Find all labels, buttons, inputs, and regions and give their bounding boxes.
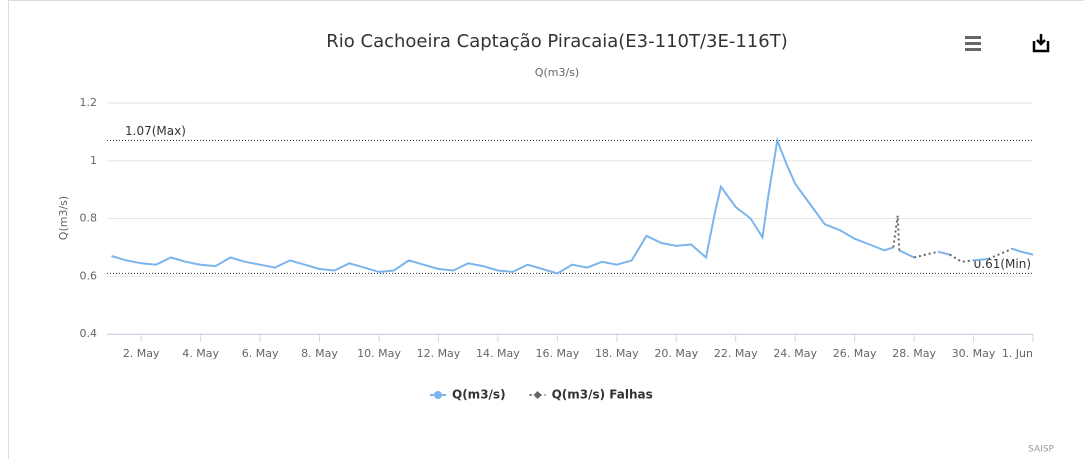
y-tick-label: 1 <box>90 154 97 167</box>
chart-frame <box>8 0 1084 459</box>
menu-bar <box>965 36 981 39</box>
x-tick-label: 20. May <box>654 347 698 360</box>
x-tick-label: 4. May <box>182 347 219 360</box>
download-button[interactable] <box>1032 34 1050 53</box>
legend-marker <box>533 391 542 399</box>
plot-line-label: 0.61(Min) <box>974 257 1031 271</box>
x-tick-label: 1. Jun <box>1002 347 1033 360</box>
x-tick-label: 26. May <box>833 347 877 360</box>
legend-label: Q(m3/s) <box>452 388 506 402</box>
legend-item[interactable]: Q(m3/s) Falhas <box>529 388 653 402</box>
x-tick-label: 24. May <box>773 347 817 360</box>
credits: SAISP <box>1028 445 1054 455</box>
x-tick-label: 30. May <box>952 347 996 360</box>
x-tick-label: 10. May <box>357 347 401 360</box>
x-tick-label: 6. May <box>242 347 279 360</box>
y-tick-label: 0.8 <box>80 212 98 225</box>
chart-subtitle: Q(m3/s) <box>535 66 579 79</box>
plot-line-label: 1.07(Max) <box>125 124 186 138</box>
x-tick-label: 16. May <box>535 347 579 360</box>
menu-button[interactable] <box>965 36 981 51</box>
x-tick-label: 14. May <box>476 347 520 360</box>
y-axis-title: Q(m3/s) <box>57 196 70 240</box>
series-line <box>111 136 1034 275</box>
x-tick-label: 2. May <box>123 347 160 360</box>
menu-bar <box>965 48 981 51</box>
legend-label: Q(m3/s) Falhas <box>552 388 653 402</box>
legend-marker <box>434 391 442 399</box>
chart-title: Rio Cachoeira Captação Piracaia(E3-110T/… <box>326 31 787 52</box>
x-tick-label: 8. May <box>301 347 338 360</box>
legend-item[interactable]: Q(m3/s) <box>430 388 506 402</box>
x-tick-label: 22. May <box>714 347 758 360</box>
x-tick-label: 28. May <box>892 347 936 360</box>
x-tick-label: 12. May <box>417 347 461 360</box>
y-tick-label: 1.2 <box>80 96 98 109</box>
y-tick-label: 0.6 <box>80 269 98 282</box>
x-tick-label: 18. May <box>595 347 639 360</box>
menu-bar <box>965 42 981 45</box>
y-tick-label: 0.4 <box>80 327 98 340</box>
download-icon <box>1032 34 1050 53</box>
